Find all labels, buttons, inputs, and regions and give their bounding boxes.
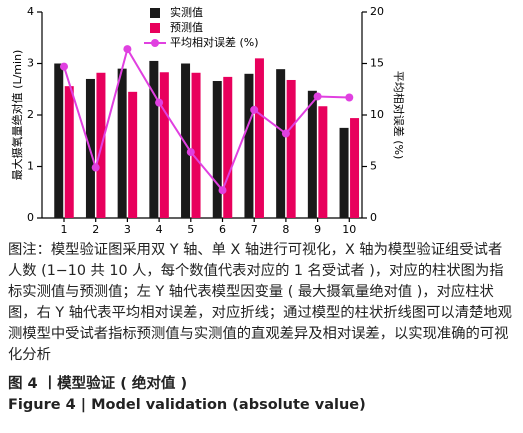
bar — [254, 58, 264, 218]
line-point — [60, 62, 68, 71]
y2-tick-label: 0 — [370, 211, 377, 224]
bar — [276, 69, 286, 218]
bar — [339, 127, 349, 218]
x-tick-label: 8 — [282, 223, 289, 234]
caption: 图注：模型验证图采用双 Y 轴、单 X 轴进行可视化，X 轴为模型验证组受试者人… — [8, 242, 512, 363]
y2-axis-label: 平均相对误差 (%) — [392, 71, 406, 160]
bar — [117, 68, 127, 219]
y-tick-label: 0 — [27, 211, 34, 224]
bar — [128, 91, 138, 218]
bar — [350, 118, 360, 218]
y2-tick-label: 15 — [370, 57, 384, 70]
line-point — [250, 105, 259, 114]
y2-tick-label: 5 — [370, 160, 377, 173]
y-tick-label: 1 — [27, 160, 34, 173]
line-point — [281, 129, 290, 138]
bar — [64, 86, 74, 218]
y-axis-label: 最大摄氧量绝对值 (L/min) — [10, 50, 24, 181]
legend-label: 预测值 — [170, 21, 203, 34]
x-tick-label: 2 — [92, 223, 99, 234]
line-point — [91, 163, 100, 172]
bar — [159, 72, 169, 218]
x-tick-label: 7 — [251, 223, 258, 234]
line-point — [345, 93, 354, 102]
line — [63, 46, 350, 193]
figure-title-en: Figure 4 | Model validation (absolute va… — [8, 397, 366, 413]
figure-title-cn: 图 4 丨模型验证 ( 绝对值 ) — [8, 376, 188, 392]
x-tick-label: 5 — [187, 223, 194, 234]
line-point — [313, 92, 322, 101]
y-tick-label: 2 — [27, 108, 34, 121]
y-tick-label: 4 — [27, 5, 34, 18]
bar — [181, 63, 191, 218]
legend-swatch — [150, 8, 160, 18]
chart: 最大摄氧量绝对值 (L/min) 平均相对误差 (%) 012340510152… — [10, 5, 406, 234]
bar — [244, 73, 254, 218]
x-tick-label: 4 — [156, 223, 163, 234]
x-tick-label: 10 — [342, 223, 356, 234]
x-tick-label: 6 — [219, 223, 226, 234]
x-tick-label: 3 — [124, 223, 131, 234]
x-tick-label: 9 — [314, 223, 321, 234]
line-point — [123, 45, 132, 54]
y-tick-label: 3 — [27, 57, 34, 70]
bar — [286, 79, 296, 218]
bar — [223, 76, 233, 218]
line-point — [155, 98, 164, 107]
legend-marker — [151, 39, 159, 47]
bar — [54, 63, 64, 218]
line-point — [186, 148, 195, 157]
bar — [212, 81, 222, 218]
bar — [318, 106, 328, 218]
bar — [191, 72, 201, 219]
y2-tick-label: 20 — [370, 5, 384, 18]
legend-label: 平均相对误差 (%) — [170, 35, 259, 49]
line-point — [218, 186, 227, 195]
bar — [149, 60, 159, 218]
legend-swatch — [150, 23, 160, 33]
bar — [307, 90, 317, 218]
x-tick-label: 1 — [61, 223, 68, 234]
y2-tick-label: 10 — [370, 108, 384, 121]
legend-label: 实测值 — [170, 5, 203, 19]
